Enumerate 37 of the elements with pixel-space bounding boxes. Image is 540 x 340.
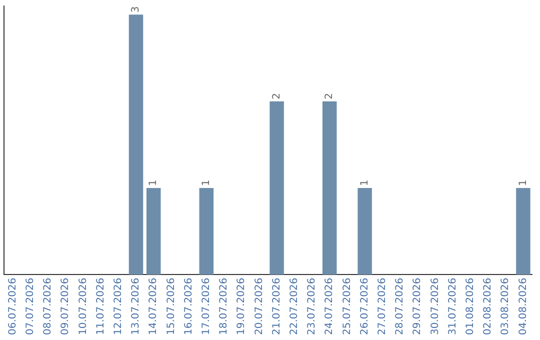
x-tick-label: 02.08.2026 — [482, 278, 494, 336]
x-tick-label: 21.07.2026 — [271, 278, 282, 336]
x-tick-label: 12.07.2026 — [112, 278, 124, 336]
data-label: 2 — [324, 92, 336, 100]
x-tick-label: 20.07.2026 — [254, 278, 265, 336]
data-label: 3 — [130, 6, 142, 13]
data-label: 1 — [148, 180, 160, 186]
x-tick-label: 25.07.2026 — [342, 278, 353, 336]
x-tick-label: 22.07.2026 — [288, 278, 300, 336]
x-tick-label: 29.07.2026 — [412, 278, 424, 336]
x-tick-label: 31.07.2026 — [447, 278, 458, 336]
x-tick-label: 23.07.2026 — [306, 278, 318, 336]
x-tick-label: 03.08.2026 — [500, 278, 512, 336]
data-label: 1 — [200, 180, 212, 186]
x-tick-label: 01.08.2026 — [464, 278, 476, 336]
x-tick-label: 19.07.2026 — [236, 278, 248, 336]
data-label: 1 — [359, 180, 370, 186]
x-tick-label: 11.07.2026 — [95, 278, 106, 336]
x-tick-label: 18.07.2026 — [218, 278, 230, 336]
x-tick-label: 08.07.2026 — [42, 278, 54, 336]
data-label: 1 — [518, 180, 529, 186]
x-tick-label: 07.07.2026 — [24, 278, 36, 336]
x-tick-label: 10.07.2026 — [78, 278, 89, 336]
x-tick-label: 16.07.2026 — [183, 278, 194, 336]
x-tick-label: 24.07.2026 — [324, 278, 336, 336]
x-tick-label: 15.07.2026 — [166, 278, 177, 336]
x-tick-label: 26.07.2026 — [359, 278, 370, 336]
x-tick-label: 06.07.2026 — [7, 278, 18, 336]
x-tick-label: 04.08.2026 — [518, 278, 529, 336]
x-tick-label: 14.07.2026 — [148, 278, 160, 336]
x-tick-label: 13.07.2026 — [130, 278, 142, 336]
data-label: 2 — [271, 92, 282, 100]
x-tick-label: 30.07.2026 — [430, 278, 441, 336]
x-tick-label: 17.07.2026 — [200, 278, 212, 336]
x-tick-label: 27.07.2026 — [376, 278, 388, 336]
x-tick-label: 09.07.2026 — [60, 278, 72, 336]
x-tick-label: 28.07.2026 — [394, 278, 406, 336]
